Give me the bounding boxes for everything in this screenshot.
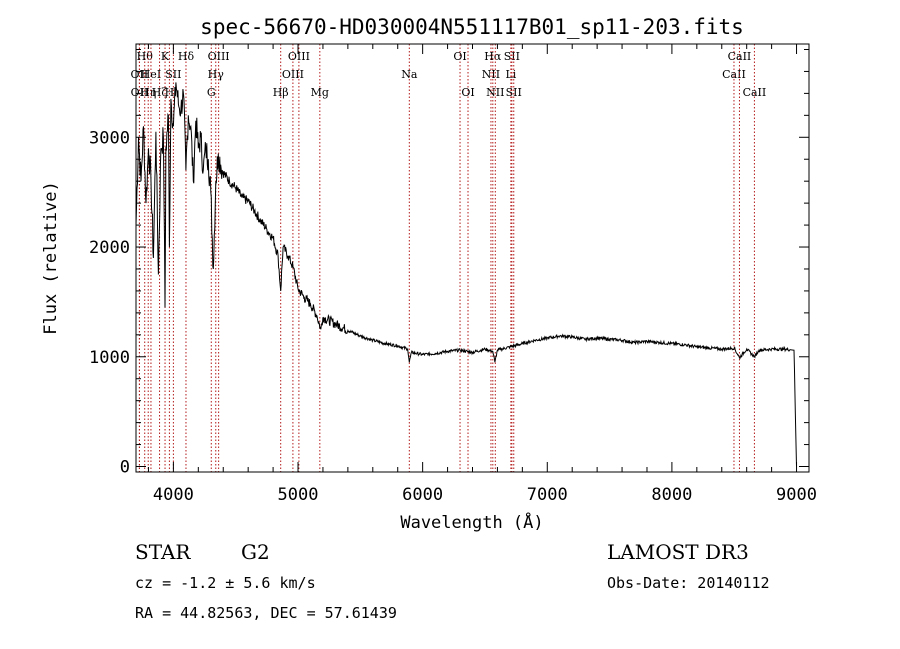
y-tick-label: 3000 [89, 128, 130, 148]
spectral-line-label: OIII [288, 50, 310, 63]
x-tick-label: 7000 [527, 485, 568, 505]
spectral-line-label: K [161, 50, 170, 63]
x-tick-label: 4000 [153, 485, 194, 505]
spectral-line-label: Na [401, 68, 418, 81]
spectral-line-label: SII [504, 50, 520, 63]
spectral-line-label: CaII [743, 86, 767, 99]
spectral-line-label: Hδ [178, 50, 195, 63]
x-tick-label: 6000 [402, 485, 443, 505]
spectral-line-label: SII [165, 68, 181, 81]
spectral-line-label: NII [482, 68, 500, 81]
y-tick-label: 1000 [89, 348, 130, 368]
y-axis-ticks: 0 1000 2000 3000 [89, 48, 809, 478]
spectral-line-label: CaII [722, 68, 746, 81]
spectral-subclass: G2 [241, 540, 270, 564]
spectral-line-label: G [207, 86, 216, 99]
spectral-line-label: OII [131, 68, 149, 81]
redshift-value: cz = -1.2 ± 5.6 km/s [135, 574, 316, 592]
spectral-line-label: Hθ [137, 50, 154, 63]
spectral-line-label: OI [453, 50, 466, 63]
coordinates: RA = 44.82563, DEC = 57.61439 [135, 604, 397, 622]
x-tick-label: 5000 [278, 485, 319, 505]
spectral-line-label: OI [461, 86, 474, 99]
spectral-line-markers: OII OII Hθ Hη HeI Hζ K H SII Hδ G Hγ OIII Hβ OIII OIII M… [131, 44, 767, 472]
spectral-line-label: Hζ [152, 86, 168, 99]
spectral-line-label: NII [486, 86, 504, 99]
spectral-line-label: Hα [484, 50, 502, 63]
plot-frame [135, 43, 810, 473]
chart-title: spec-56670-HD030004N551117B01_sp11-203.f… [200, 15, 744, 39]
spectral-line-label: Hη [140, 86, 156, 99]
spectral-line-label: SII [506, 86, 522, 99]
spectral-line-label: CaII [728, 50, 752, 63]
x-axis-ticks: 4000 5000 6000 7000 8000 9000 [147, 44, 817, 505]
spectral-line-label: H [165, 86, 175, 99]
spectral-line-label: OIII [208, 50, 230, 63]
spectral-line-label: Hβ [273, 86, 289, 99]
spectral-line-label: Hγ [208, 68, 225, 81]
spectral-line-label: HeI [141, 68, 161, 81]
x-tick-label: 8000 [651, 485, 692, 505]
y-axis-label: Flux (relative) [41, 181, 61, 335]
spectral-line-label: OIII [282, 68, 304, 81]
survey-name: LAMOST DR3 [607, 540, 749, 564]
object-class: STAR [135, 540, 191, 564]
y-tick-label: 0 [120, 458, 130, 478]
y-tick-label: 2000 [89, 238, 130, 258]
spectral-line-label: Li [505, 68, 516, 81]
x-axis-label: Wavelength (Å) [400, 511, 543, 533]
spectral-line-label: Mg [311, 86, 329, 99]
obs-date: Obs-Date: 20140112 [607, 574, 770, 592]
spectrum-series-line [135, 82, 797, 467]
spectral-line-label: OII [131, 86, 149, 99]
x-tick-label: 9000 [776, 485, 817, 505]
